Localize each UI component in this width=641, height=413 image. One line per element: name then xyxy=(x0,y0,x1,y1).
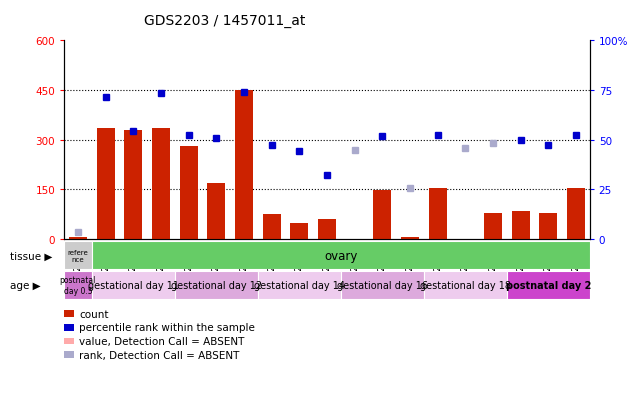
Bar xyxy=(124,131,142,240)
Bar xyxy=(341,271,424,299)
Bar xyxy=(539,213,557,240)
Text: postnatal day 2: postnatal day 2 xyxy=(506,280,591,290)
Text: age ▶: age ▶ xyxy=(10,280,40,290)
Bar xyxy=(97,129,115,240)
Bar xyxy=(507,271,590,299)
Bar xyxy=(207,183,225,240)
Text: gestational day 16: gestational day 16 xyxy=(337,280,428,290)
Text: tissue ▶: tissue ▶ xyxy=(10,251,52,261)
Bar xyxy=(258,271,341,299)
Text: value, Detection Call = ABSENT: value, Detection Call = ABSENT xyxy=(79,336,245,346)
Text: ovary: ovary xyxy=(324,249,358,262)
Bar xyxy=(64,271,92,299)
Bar xyxy=(567,188,585,240)
Text: gestational day 14: gestational day 14 xyxy=(254,280,345,290)
Text: GDS2203 / 1457011_at: GDS2203 / 1457011_at xyxy=(144,14,305,28)
Bar xyxy=(263,215,281,240)
Bar xyxy=(290,223,308,240)
Bar xyxy=(235,91,253,240)
Bar xyxy=(69,238,87,240)
Bar xyxy=(179,147,197,240)
Bar xyxy=(92,271,175,299)
Bar xyxy=(429,188,447,240)
Text: count: count xyxy=(79,309,109,319)
Text: gestational day 12: gestational day 12 xyxy=(171,280,262,290)
Bar xyxy=(373,191,391,240)
Text: gestational day 18: gestational day 18 xyxy=(420,280,511,290)
Text: postnatal
day 0.5: postnatal day 0.5 xyxy=(60,276,96,295)
Bar xyxy=(401,238,419,240)
Text: gestational day 11: gestational day 11 xyxy=(88,280,179,290)
Text: refere
nce: refere nce xyxy=(67,249,88,262)
Bar xyxy=(64,242,92,270)
Text: percentile rank within the sample: percentile rank within the sample xyxy=(79,323,255,332)
Bar xyxy=(484,213,502,240)
Bar xyxy=(512,211,529,240)
Bar xyxy=(175,271,258,299)
Text: rank, Detection Call = ABSENT: rank, Detection Call = ABSENT xyxy=(79,350,240,360)
Bar xyxy=(152,129,170,240)
Bar xyxy=(424,271,507,299)
Bar xyxy=(318,220,336,240)
